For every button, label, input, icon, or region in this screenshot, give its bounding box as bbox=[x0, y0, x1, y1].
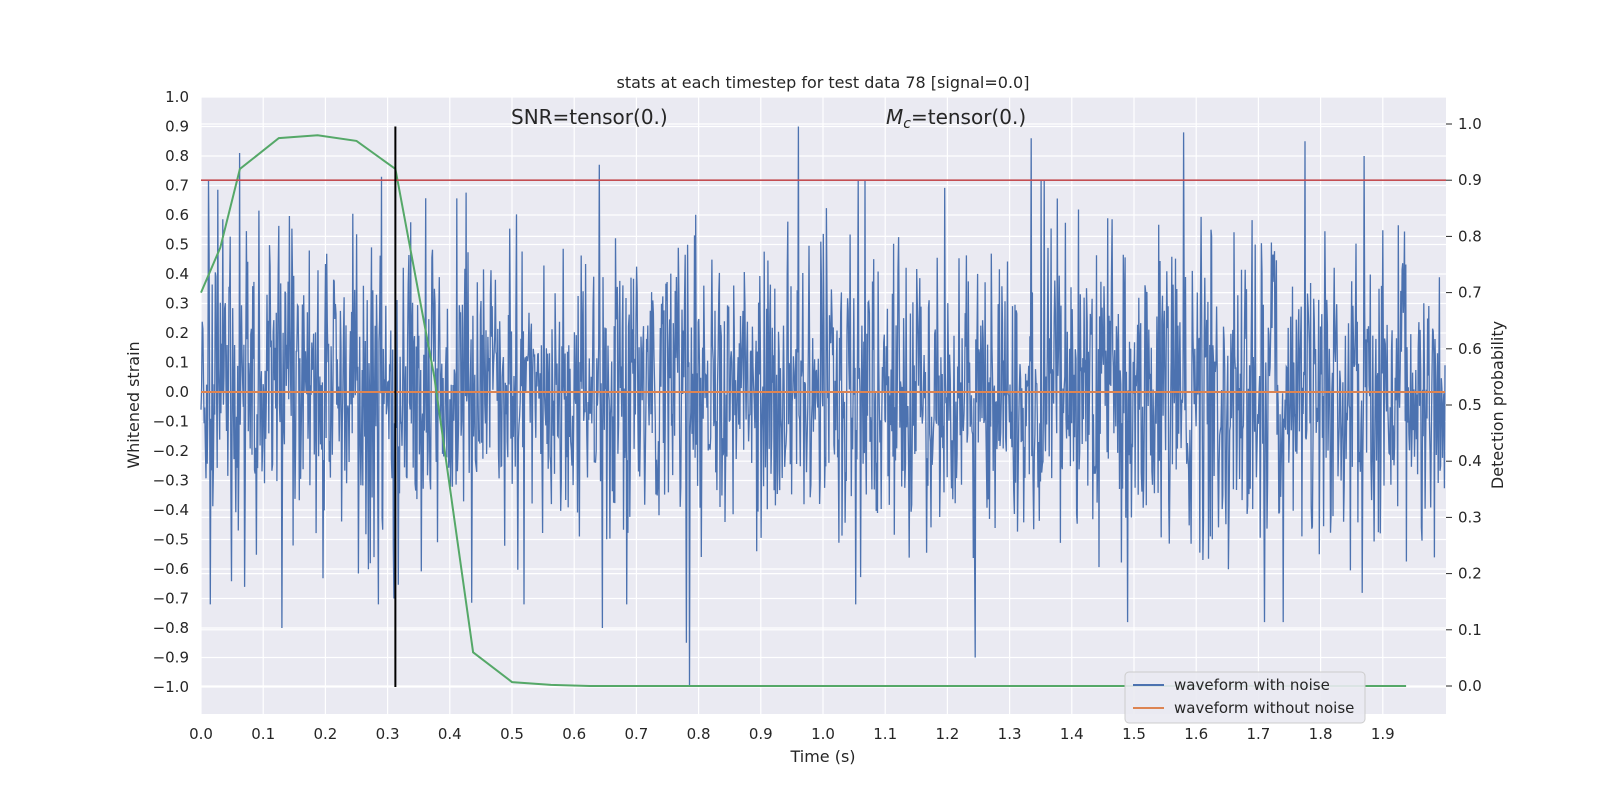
y-tick-label: −0.2 bbox=[153, 442, 189, 460]
reference-lines bbox=[201, 126, 1446, 687]
y-tick-label: 0.6 bbox=[165, 206, 189, 224]
y2-tick-label: 0.9 bbox=[1458, 171, 1482, 189]
y-tick-label: 0.1 bbox=[165, 354, 189, 372]
y2-tick-label: 0.8 bbox=[1458, 227, 1482, 245]
y-tick-label: −0.3 bbox=[153, 472, 189, 490]
y2-tick-labels: 1.0 0.9 0.8 0.7 0.6 0.5 0.4 0.3 0.2 0.1 0.0 bbox=[1446, 115, 1482, 695]
y2-axis-label: Detection probability bbox=[1488, 321, 1507, 489]
legend-label-clean: waveform without noise bbox=[1174, 699, 1354, 717]
x-tick-label: 1.7 bbox=[1246, 725, 1270, 743]
y-tick-label: 0.7 bbox=[165, 177, 189, 195]
y-tick-label: −1.0 bbox=[153, 678, 189, 696]
chart-title: stats at each timestep for test data 78 … bbox=[617, 73, 1030, 92]
x-tick-label: 1.0 bbox=[811, 725, 835, 743]
x-axis-label: Time (s) bbox=[789, 747, 855, 766]
x-tick-label: 1.1 bbox=[873, 725, 897, 743]
y-tick-label: −0.9 bbox=[153, 649, 189, 667]
y-tick-label: 0.0 bbox=[165, 383, 189, 401]
x-tick-label: 0.1 bbox=[251, 725, 275, 743]
y-tick-label: 0.5 bbox=[165, 236, 189, 254]
snr-annotation: SNR=tensor(0.) bbox=[511, 105, 668, 129]
x-tick-label: 0.6 bbox=[562, 725, 586, 743]
x-tick-label: 0.9 bbox=[749, 725, 773, 743]
x-tick-labels: 0.0 0.1 0.2 0.3 0.4 0.5 0.6 0.7 0.8 0.9 1.0 1.1 1.2 1… bbox=[189, 725, 1395, 743]
x-tick-label: 0.0 bbox=[189, 725, 213, 743]
x-tick-label: 1.6 bbox=[1184, 725, 1208, 743]
y-tick-label: 0.3 bbox=[165, 295, 189, 313]
x-tick-label: 1.3 bbox=[998, 725, 1022, 743]
x-tick-label: 0.3 bbox=[376, 725, 400, 743]
y2-tick-label: 0.4 bbox=[1458, 452, 1482, 470]
chirp-mass-subscript: c bbox=[903, 116, 911, 132]
y2-tick-label: 0.0 bbox=[1458, 677, 1482, 695]
y-tick-label: −0.4 bbox=[153, 501, 189, 519]
legend-label-noise: waveform with noise bbox=[1174, 676, 1330, 694]
x-tick-label: 1.8 bbox=[1309, 725, 1333, 743]
y2-tick-label: 1.0 bbox=[1458, 115, 1482, 133]
chirp-mass-value: =tensor(0.) bbox=[911, 105, 1026, 129]
series-detection-probability bbox=[200, 134, 1407, 687]
y2-tick-label: 0.7 bbox=[1458, 284, 1482, 302]
x-tick-label: 1.4 bbox=[1060, 725, 1084, 743]
series-waveform-with-noise bbox=[200, 126, 1446, 688]
y-tick-label: −0.6 bbox=[153, 560, 189, 578]
y2-tick-label: 0.2 bbox=[1458, 565, 1482, 583]
y2-tick-label: 0.1 bbox=[1458, 621, 1482, 639]
y-tick-label: 0.4 bbox=[165, 265, 189, 283]
x-tick-label: 0.4 bbox=[438, 725, 462, 743]
y-tick-label: 1.0 bbox=[165, 88, 189, 106]
x-tick-label: 0.8 bbox=[687, 725, 711, 743]
x-tick-label: 1.2 bbox=[935, 725, 959, 743]
y-tick-label: −0.8 bbox=[153, 619, 189, 637]
x-tick-label: 0.7 bbox=[624, 725, 648, 743]
chirp-mass-symbol: M bbox=[886, 105, 903, 129]
y2-tick-label: 0.6 bbox=[1458, 340, 1482, 358]
chirp-mass-annotation: Mc=tensor(0.) bbox=[886, 105, 1026, 132]
x-tick-label: 1.9 bbox=[1371, 725, 1395, 743]
y-tick-label: 0.2 bbox=[165, 324, 189, 342]
x-tick-label: 0.2 bbox=[313, 725, 337, 743]
y-tick-label: −0.7 bbox=[153, 590, 189, 608]
y-tick-label: −0.5 bbox=[153, 531, 189, 549]
x-tick-label: 1.5 bbox=[1122, 725, 1146, 743]
y2-tick-label: 0.3 bbox=[1458, 508, 1482, 526]
x-tick-label: 0.5 bbox=[500, 725, 524, 743]
series-layer bbox=[200, 126, 1446, 688]
y-tick-label: 0.8 bbox=[165, 147, 189, 165]
legend: waveform with noise waveform without noi… bbox=[1124, 671, 1366, 724]
y2-tick-label: 0.5 bbox=[1458, 396, 1482, 414]
y-tick-label: 0.9 bbox=[165, 118, 189, 136]
y-tick-labels: 1.0 0.9 0.8 0.7 0.6 0.5 0.4 0.3 0.2 0.1 0.0 −0.1 −0.… bbox=[153, 88, 189, 696]
legend-box bbox=[1124, 671, 1366, 724]
y-axis-label: Whitened strain bbox=[124, 341, 143, 468]
y-tick-label: −0.1 bbox=[153, 413, 189, 431]
